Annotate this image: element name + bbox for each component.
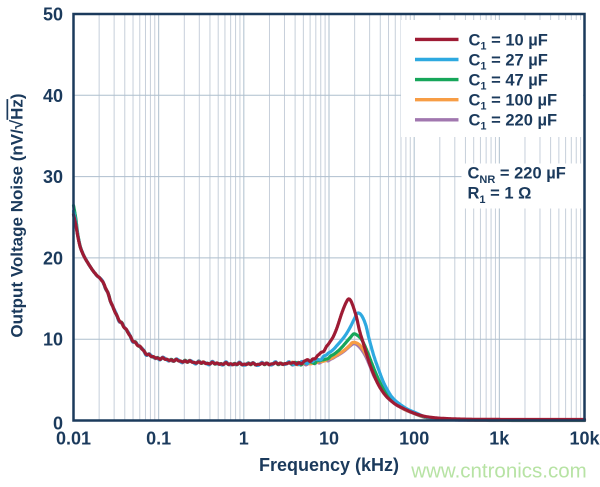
svg-text:0: 0 — [53, 414, 63, 434]
svg-text:1k: 1k — [489, 429, 510, 449]
svg-text:30: 30 — [43, 167, 63, 187]
svg-text:10k: 10k — [569, 429, 600, 449]
svg-text:0.01: 0.01 — [56, 429, 91, 449]
svg-text:Output Voltage Noise (nV/√Hz): Output Voltage Noise (nV/√Hz) — [8, 93, 27, 337]
svg-text:50: 50 — [43, 5, 63, 25]
svg-text:www.cntronics.com: www.cntronics.com — [410, 460, 586, 483]
svg-text:C1 = 27 µF: C1 = 27 µF — [469, 51, 548, 72]
svg-text:C1 = 100 µF: C1 = 100 µF — [469, 92, 558, 113]
svg-text:40: 40 — [43, 86, 63, 106]
svg-text:C1 = 10 µF: C1 = 10 µF — [469, 31, 548, 52]
svg-text:0.1: 0.1 — [146, 429, 171, 449]
svg-text:C1 = 47 µF: C1 = 47 µF — [469, 72, 548, 93]
svg-text:10: 10 — [43, 330, 63, 350]
svg-text:1: 1 — [239, 429, 249, 449]
svg-text:20: 20 — [43, 248, 63, 268]
svg-text:Frequency (kHz): Frequency (kHz) — [259, 455, 399, 475]
svg-text:C1 = 220 µF: C1 = 220 µF — [469, 112, 558, 133]
svg-text:10: 10 — [319, 429, 339, 449]
svg-text:100: 100 — [399, 429, 429, 449]
